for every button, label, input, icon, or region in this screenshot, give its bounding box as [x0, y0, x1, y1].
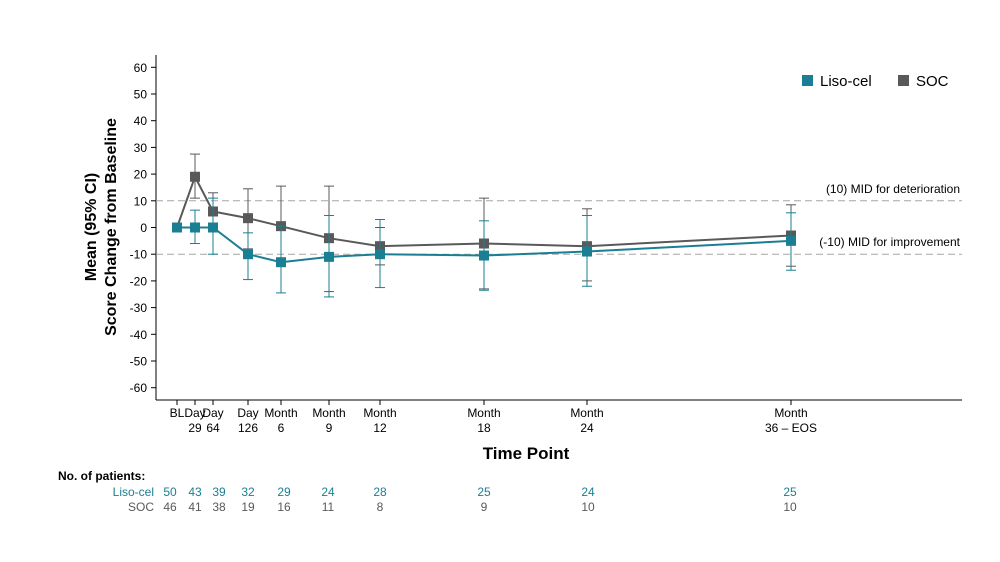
x-tick-label: 12 — [373, 421, 387, 435]
patients-count: 8 — [377, 500, 384, 514]
y-tick-label: -50 — [130, 355, 148, 369]
x-tick-label: 6 — [278, 421, 285, 435]
legend: Liso-cel SOC — [802, 73, 949, 90]
patients-count: 24 — [581, 485, 595, 499]
x-tick-label: Day — [202, 406, 223, 420]
x-tick-label: 64 — [206, 421, 220, 435]
y-tick-label: -20 — [130, 274, 148, 288]
y-tick-label: 40 — [134, 114, 148, 128]
x-tick-label: 18 — [477, 421, 491, 435]
x-ticks: BL Day29Day64Day126Month6Month9Month12Mon… — [170, 400, 817, 435]
series-liso-cel — [172, 197, 796, 298]
series — [172, 153, 796, 298]
patients-count: 10 — [783, 500, 797, 514]
patients-count: 9 — [481, 500, 488, 514]
legend-label: Liso-cel — [820, 73, 872, 90]
x-tick-label: 36 – EOS — [765, 421, 817, 435]
x-tick-label: Month — [774, 406, 807, 420]
x-tick-label: Month — [570, 406, 603, 420]
patients-count: 38 — [212, 500, 226, 514]
y-tick-label: 20 — [134, 168, 148, 182]
patients-count: 25 — [783, 485, 797, 499]
y-tick-label: -30 — [130, 301, 148, 315]
x-tick-label: Month — [264, 406, 297, 420]
data-point — [172, 222, 182, 233]
data-point — [190, 171, 200, 182]
patients-count: 24 — [321, 485, 335, 499]
x-tick-label: Day — [237, 406, 258, 420]
data-point — [243, 249, 253, 260]
series-line — [176, 174, 792, 248]
reference-line-label: (-10) MID for improvement — [819, 235, 960, 249]
legend-swatch — [898, 75, 909, 86]
patients-count: 41 — [188, 500, 202, 514]
patients-count: 16 — [277, 500, 291, 514]
x-tick-label: Day — [184, 406, 205, 420]
patients-count: 11 — [322, 500, 335, 514]
x-tick-label: Month — [467, 406, 500, 420]
x-tick-label: 24 — [580, 421, 594, 435]
x-axis-title: Time Point — [483, 444, 570, 463]
patients-count: 50 — [163, 485, 177, 499]
y-tick-label: 30 — [134, 141, 148, 155]
data-point — [375, 249, 385, 260]
y-axis-title-line2: Score Change from Baseline — [103, 118, 120, 336]
y-tick-label: 50 — [134, 88, 148, 102]
x-tick-label: BL — [170, 406, 185, 420]
patients-count: 28 — [373, 485, 387, 499]
y-tick-label: -60 — [130, 381, 148, 395]
y-tick-label: -10 — [130, 248, 148, 262]
data-point — [479, 250, 489, 261]
patients-count: 10 — [581, 500, 595, 514]
reference-lines: (10) MID for deterioration (-10) MID for … — [156, 182, 962, 255]
patients-count: 19 — [241, 500, 255, 514]
y-tick-label: -40 — [130, 328, 148, 342]
data-point — [324, 251, 334, 262]
patients-count: 39 — [212, 485, 226, 499]
patients-count: 32 — [241, 485, 255, 499]
patients-count: 43 — [188, 485, 202, 499]
y-tick-label: 60 — [134, 61, 148, 75]
legend-swatch — [802, 75, 813, 86]
x-tick-label: 29 — [188, 421, 202, 435]
data-point — [786, 235, 796, 246]
data-point — [190, 222, 200, 233]
patients-table: Liso-cel 50 43 39 32 29 24 28 25 24 25 SOC 46 41 38 19 1… — [113, 485, 797, 514]
patients-row-label: Liso-cel — [113, 485, 154, 499]
x-tick-label: 9 — [326, 421, 333, 435]
legend-label: SOC — [916, 73, 949, 90]
patients-count: 25 — [477, 485, 491, 499]
patients-header: No. of patients: — [58, 469, 145, 483]
data-point — [243, 213, 253, 224]
x-tick-label: 126 — [238, 421, 258, 435]
data-point — [208, 222, 218, 233]
x-tick-label: Month — [363, 406, 396, 420]
y-axis-title-line1: Mean (95% CI) — [83, 173, 100, 281]
patients-count: 46 — [163, 500, 177, 514]
y-tick-label: 10 — [134, 194, 148, 208]
data-point — [276, 257, 286, 268]
data-point — [582, 246, 592, 257]
patients-row-label: SOC — [128, 500, 154, 514]
y-tick-label: 0 — [140, 221, 147, 235]
y-ticks: 60 50 40 30 20 10 0 -10 -20 -30 -40 -50 -60 — [130, 61, 156, 395]
x-tick-label: Month — [312, 406, 345, 420]
reference-line-label: (10) MID for deterioration — [826, 182, 960, 196]
patients-count: 29 — [277, 485, 291, 499]
series-line — [177, 226, 792, 264]
